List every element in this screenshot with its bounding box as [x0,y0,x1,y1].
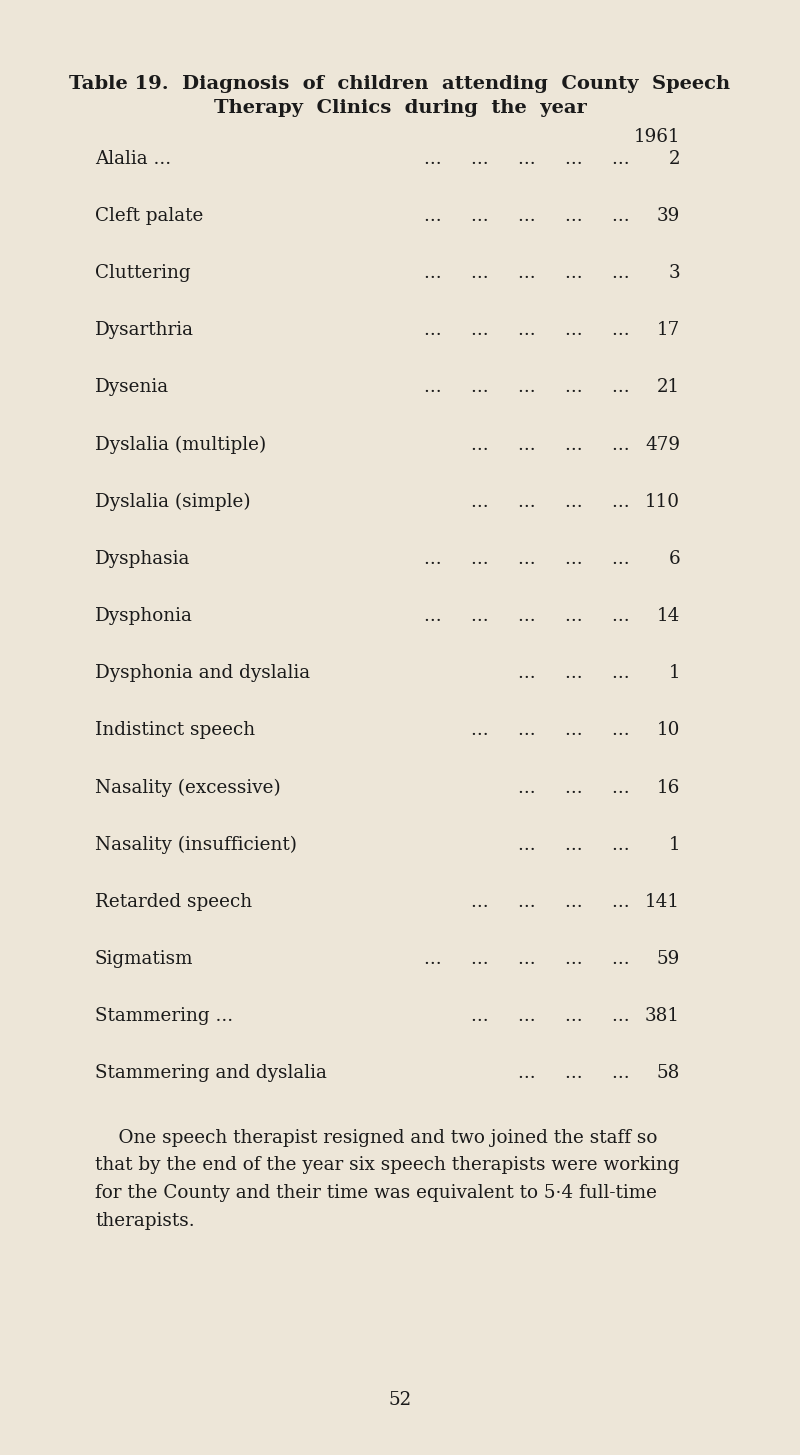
Text: ...     ...     ...     ...: ... ... ... ... [471,722,630,739]
Text: ...     ...     ...     ...     ...: ... ... ... ... ... [424,263,630,282]
Text: ...     ...     ...: ... ... ... [518,778,630,796]
Text: 21: 21 [657,378,680,396]
Text: Dysphonia: Dysphonia [95,607,193,626]
Text: ...     ...     ...     ...: ... ... ... ... [471,493,630,511]
Text: Cluttering: Cluttering [95,263,190,282]
Text: 110: 110 [645,493,680,511]
Text: ...     ...     ...     ...     ...: ... ... ... ... ... [424,950,630,968]
Text: Dyslalia (simple): Dyslalia (simple) [95,493,250,511]
Text: Sigmatism: Sigmatism [95,950,194,968]
Text: 1961: 1961 [634,128,680,146]
Text: 17: 17 [657,322,680,339]
Text: 381: 381 [645,1007,680,1026]
Text: ...     ...     ...     ...     ...: ... ... ... ... ... [424,378,630,396]
Text: 6: 6 [668,550,680,567]
Text: Table 19.  Diagnosis  of  children  attending  County  Speech: Table 19. Diagnosis of children attendin… [70,76,730,93]
Text: therapists.: therapists. [95,1212,194,1229]
Text: Nasality (excessive): Nasality (excessive) [95,778,281,797]
Text: 52: 52 [389,1391,411,1408]
Text: Stammering ...: Stammering ... [95,1007,233,1026]
Text: that by the end of the year six speech therapists were working: that by the end of the year six speech t… [95,1157,680,1174]
Text: 2: 2 [669,150,680,167]
Text: Alalia ...: Alalia ... [95,150,171,167]
Text: Dysphasia: Dysphasia [95,550,190,567]
Text: 1: 1 [668,835,680,854]
Text: ...     ...     ...     ...     ...: ... ... ... ... ... [424,150,630,167]
Text: Nasality (insufficient): Nasality (insufficient) [95,835,297,854]
Text: Therapy  Clinics  during  the  year: Therapy Clinics during the year [214,99,586,116]
Text: 3: 3 [668,263,680,282]
Text: 141: 141 [645,893,680,911]
Text: ...     ...     ...     ...     ...: ... ... ... ... ... [424,322,630,339]
Text: One speech therapist resigned and two joined the staff so: One speech therapist resigned and two jo… [95,1129,658,1147]
Text: ...     ...     ...     ...: ... ... ... ... [471,893,630,911]
Text: ...     ...     ...: ... ... ... [518,1065,630,1083]
Text: for the County and their time was equivalent to 5·4 full-time: for the County and their time was equiva… [95,1184,657,1202]
Text: Dysarthria: Dysarthria [95,322,194,339]
Text: 10: 10 [657,722,680,739]
Text: Dysphonia and dyslalia: Dysphonia and dyslalia [95,665,310,682]
Text: ...     ...     ...     ...: ... ... ... ... [471,1007,630,1026]
Text: ...     ...     ...     ...     ...: ... ... ... ... ... [424,607,630,626]
Text: ...     ...     ...: ... ... ... [518,835,630,854]
Text: 59: 59 [657,950,680,968]
Text: Indistinct speech: Indistinct speech [95,722,255,739]
Text: Dyslalia (multiple): Dyslalia (multiple) [95,435,266,454]
Text: ...     ...     ...     ...     ...: ... ... ... ... ... [424,207,630,224]
Text: Retarded speech: Retarded speech [95,893,252,911]
Text: Cleft palate: Cleft palate [95,207,203,224]
Text: 16: 16 [657,778,680,796]
Text: ...     ...     ...: ... ... ... [518,665,630,682]
Text: Stammering and dyslalia: Stammering and dyslalia [95,1065,327,1083]
Text: ...     ...     ...     ...     ...: ... ... ... ... ... [424,550,630,567]
Text: 1: 1 [668,665,680,682]
Text: ...     ...     ...     ...: ... ... ... ... [471,435,630,454]
Text: 14: 14 [657,607,680,626]
Text: 479: 479 [645,435,680,454]
Text: 39: 39 [657,207,680,224]
Text: 58: 58 [657,1065,680,1083]
Text: Dysenia: Dysenia [95,378,169,396]
